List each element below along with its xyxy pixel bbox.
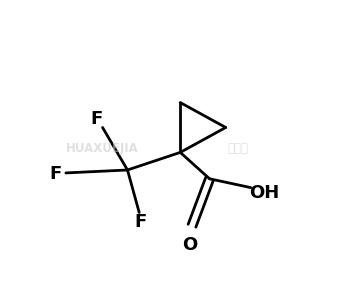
Text: O: O xyxy=(182,236,197,254)
Text: 化学加: 化学加 xyxy=(227,141,248,155)
Text: HUAXUEJIA: HUAXUEJIA xyxy=(66,141,139,155)
Text: OH: OH xyxy=(249,184,279,202)
Text: F: F xyxy=(49,165,61,183)
Text: F: F xyxy=(134,213,146,231)
Text: F: F xyxy=(90,110,102,128)
